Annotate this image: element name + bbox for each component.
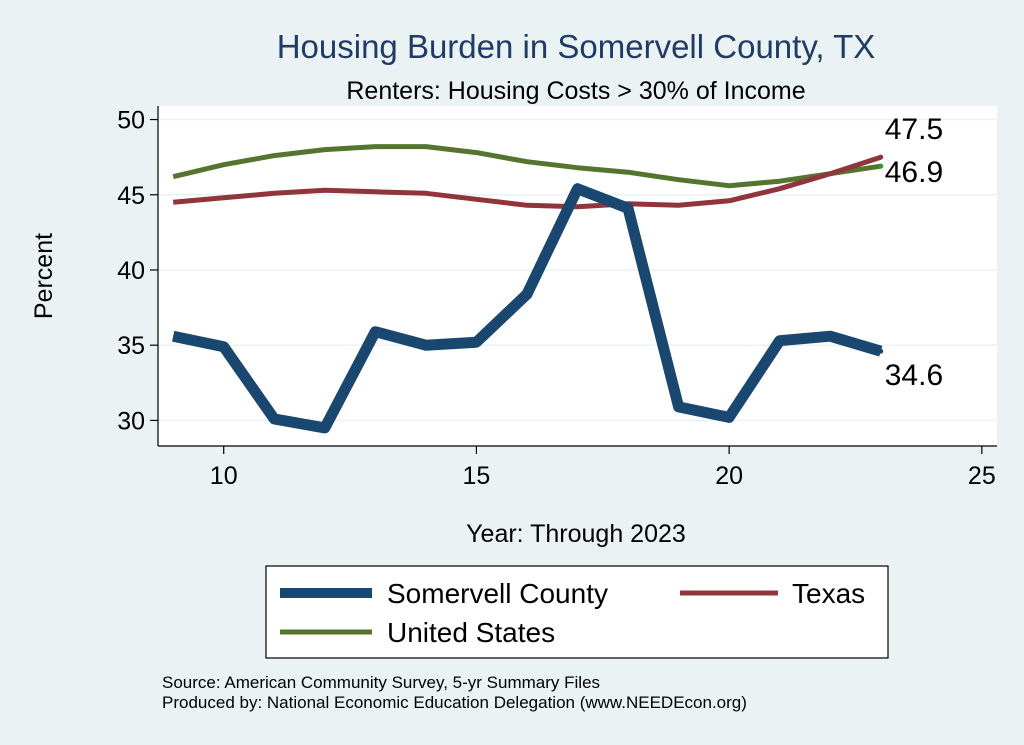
legend-label-somervell: Somervell County <box>387 578 608 609</box>
y-tick-label-50: 50 <box>117 107 145 135</box>
y-tick-label-30: 30 <box>117 407 145 435</box>
x-tick-label-15: 15 <box>463 462 491 490</box>
x-axis-label: Year: Through 2023 <box>466 520 686 548</box>
end-label-texas: 47.5 <box>885 113 943 146</box>
axes: 30 35 40 45 50 10 15 20 25 <box>117 106 997 490</box>
y-tick-label-35: 35 <box>117 332 145 360</box>
source-note: Source: American Community Survey, 5-yr … <box>162 673 600 692</box>
y-tick-label-40: 40 <box>117 257 145 285</box>
series-layer <box>172 144 884 434</box>
y-axis-label: Percent <box>30 233 58 319</box>
x-tick-label-20: 20 <box>715 462 743 490</box>
plot-area <box>158 106 997 446</box>
y-tick-label-45: 45 <box>117 182 145 210</box>
chart-title: Housing Burden in Somervell County, TX <box>277 28 876 65</box>
legend-label-texas: Texas <box>792 578 865 609</box>
end-label-somervell: 34.6 <box>885 359 943 392</box>
chart-subtitle: Renters: Housing Costs > 30% of Income <box>346 77 805 105</box>
x-tick-label-10: 10 <box>210 462 238 490</box>
legend-box <box>265 565 889 659</box>
x-tick-label-25: 25 <box>968 462 996 490</box>
legend: Somervell County Texas United States <box>265 565 889 659</box>
series-end-point-somervell <box>878 348 884 354</box>
producer-note: Produced by: National Economic Education… <box>162 693 747 712</box>
series-line-us <box>172 144 882 189</box>
series-end-point-us <box>878 163 884 169</box>
legend-label-us: United States <box>387 617 555 648</box>
end-labels: 34.6 47.5 46.9 <box>885 113 943 392</box>
end-label-us: 46.9 <box>885 156 943 189</box>
series-line-texas <box>172 154 882 210</box>
series-line-somervell <box>172 183 883 434</box>
series-end-point-texas <box>878 154 884 160</box>
